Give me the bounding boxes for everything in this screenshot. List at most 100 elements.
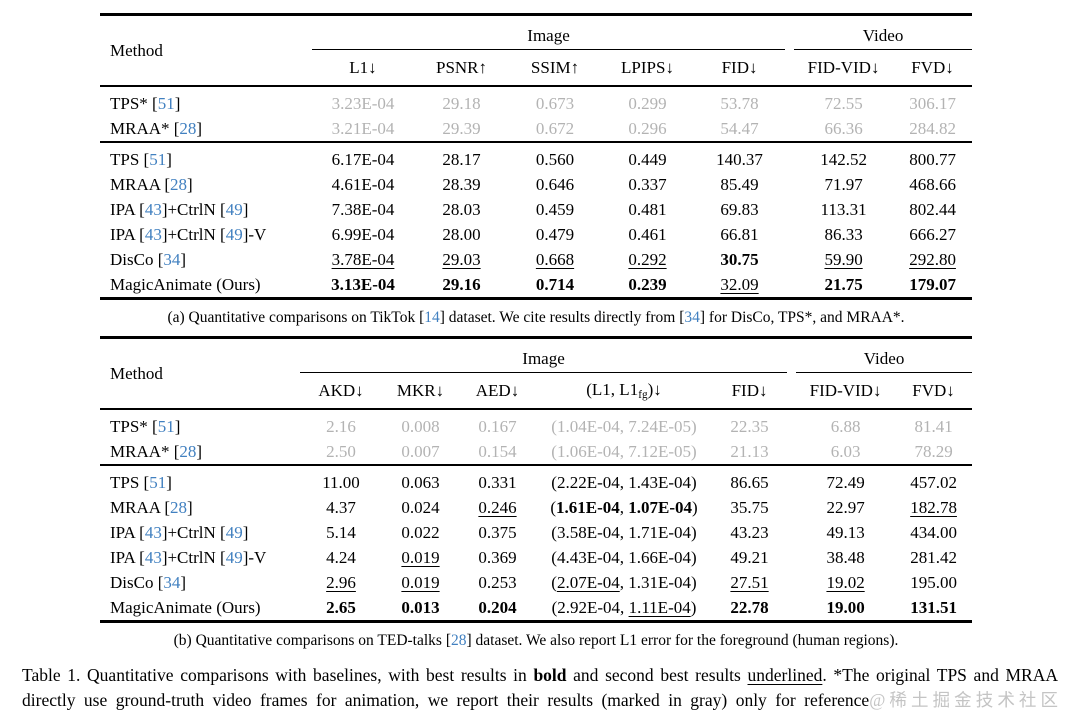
text-segment: ] [242, 199, 249, 219]
citation-ref[interactable]: 51 [157, 93, 175, 113]
citation-ref[interactable]: 43 [144, 547, 162, 567]
text-segment: TPS* [ [110, 93, 158, 113]
value-cell: 0.024 [382, 495, 459, 520]
text-segment: 4.61E-04 [331, 174, 395, 194]
text-segment: TPS [ [110, 149, 150, 169]
text-segment: 28.39 [442, 174, 481, 194]
column-spacer [785, 272, 794, 299]
value-cell: 131.51 [895, 595, 972, 622]
value-cell: 6.99E-04 [312, 222, 414, 247]
value-cell: 0.369 [459, 545, 536, 570]
value-cell: (3.58E-04, 1.71E-04) [536, 520, 712, 545]
value-cell: 0.013 [382, 595, 459, 622]
value-cell: 113.31 [794, 197, 893, 222]
citation-ref[interactable]: 34 [163, 249, 181, 269]
citation-ref[interactable]: 28 [169, 174, 187, 194]
column-spacer [785, 141, 795, 172]
method-cell: MRAA* [28] [100, 116, 312, 142]
text-segment: ] [186, 497, 193, 517]
value-cell: 468.66 [893, 172, 972, 197]
value-cell: 35.75 [712, 495, 787, 520]
group-header-image: Image [312, 14, 786, 50]
text-segment: 1.61E-04 [556, 497, 620, 517]
citation-ref[interactable]: 43 [144, 199, 162, 219]
group-header-video: Video [794, 14, 973, 50]
text-segment: 27.51 [730, 572, 769, 592]
value-cell: 78.29 [895, 439, 972, 465]
text-segment: 81.41 [914, 416, 953, 436]
text-segment: 3.13E-04 [331, 274, 395, 294]
citation-ref[interactable]: 28 [450, 632, 467, 649]
text-segment: ] [166, 472, 172, 492]
value-cell: 457.02 [895, 464, 973, 495]
value-cell: 53.78 [694, 86, 785, 116]
value-cell: 802.44 [893, 197, 972, 222]
value-cell: 4.37 [300, 495, 382, 520]
citation-ref[interactable]: 49 [225, 224, 243, 244]
value-cell: 22.78 [712, 595, 787, 622]
value-cell: 19.02 [796, 570, 895, 595]
text-segment: 53.78 [720, 93, 759, 113]
text-segment: 0.022 [401, 522, 440, 542]
text-segment: 28.17 [442, 149, 481, 169]
value-cell: 21.13 [712, 439, 787, 465]
column-header: FID↓ [694, 49, 786, 87]
value-cell: 66.81 [694, 222, 785, 247]
text-segment: 30.75 [720, 249, 759, 269]
text-segment: 0.239 [628, 274, 667, 294]
citation-ref[interactable]: 28 [179, 118, 197, 138]
text-segment: 0.013 [401, 597, 440, 617]
text-segment: (b) Quantitative comparisons on TED-talk… [173, 632, 451, 649]
method-column-header: Method [100, 14, 312, 87]
citation-ref[interactable]: 51 [157, 416, 175, 436]
citation-ref[interactable]: 14 [424, 309, 440, 326]
text-segment: 72.55 [824, 93, 863, 113]
value-cell: 0.008 [382, 409, 459, 439]
text-segment: 59.90 [824, 249, 863, 269]
citation-ref[interactable]: 49 [225, 547, 243, 567]
citation-ref[interactable]: 28 [169, 497, 187, 517]
citation-ref[interactable]: 51 [149, 472, 167, 492]
citation-ref[interactable]: 43 [144, 224, 162, 244]
citation-ref[interactable]: 34 [163, 572, 181, 592]
value-cell: 0.331 [459, 464, 536, 495]
table-row: MRAA [28] 4.37 0.024 0.246 (1.61E-04, 1.07E-… [100, 495, 972, 520]
text-segment: 2.96 [326, 572, 356, 592]
text-segment: 281.42 [910, 547, 957, 567]
table-row: TPS [51] 11.00 0.063 0.331 (2.22E-04, 1.43E-… [100, 464, 973, 495]
value-cell: 29.16 [414, 272, 509, 299]
text-segment: IPA [ [110, 547, 145, 567]
citation-ref[interactable]: 49 [225, 522, 243, 542]
text-segment: 0.253 [478, 572, 517, 592]
text-segment: 72.49 [826, 472, 865, 492]
value-cell: 0.239 [601, 272, 694, 299]
text-segment: 49.21 [730, 547, 769, 567]
text-segment: ]-V [242, 547, 267, 567]
citation-ref[interactable]: 34 [684, 309, 700, 326]
column-header: (L1, L1fg)↓ [536, 372, 712, 410]
method-cell: TPS [51] [100, 141, 312, 172]
text-segment: 2.50 [326, 441, 356, 461]
text-segment: FVD↓ [912, 380, 955, 400]
value-cell: 32.09 [694, 272, 785, 299]
citation-ref[interactable]: 43 [144, 522, 162, 542]
method-cell: IPA [43]+CtrlN [49]-V [100, 222, 312, 247]
text-segment: 0.024 [401, 497, 440, 517]
citation-ref[interactable]: 49 [225, 199, 243, 219]
column-header: FID-VID↓ [796, 372, 896, 410]
text-segment: (2.92E-04, [551, 597, 629, 617]
text-segment: (4.43E-04, 1.66E-04) [551, 547, 697, 567]
value-cell: 38.48 [796, 545, 895, 570]
table-a-main-rows: TPS [51] 6.17E-04 28.17 0.560 0.449 140.37 142… [100, 141, 973, 299]
citation-ref[interactable]: 28 [179, 441, 197, 461]
citation-ref[interactable]: 51 [149, 149, 167, 169]
table-a-reference-rows: TPS* [51] 3.23E-04 29.18 0.673 0.299 53.78 72.… [100, 86, 972, 142]
value-cell: 86.33 [794, 222, 893, 247]
text-segment: 6.88 [830, 416, 861, 436]
value-cell: 3.21E-04 [312, 116, 414, 142]
subscript: fg [638, 388, 648, 401]
text-segment: 38.48 [826, 547, 865, 567]
column-spacer [787, 495, 796, 520]
method-cell: IPA [43]+CtrlN [49]-V [100, 545, 300, 570]
